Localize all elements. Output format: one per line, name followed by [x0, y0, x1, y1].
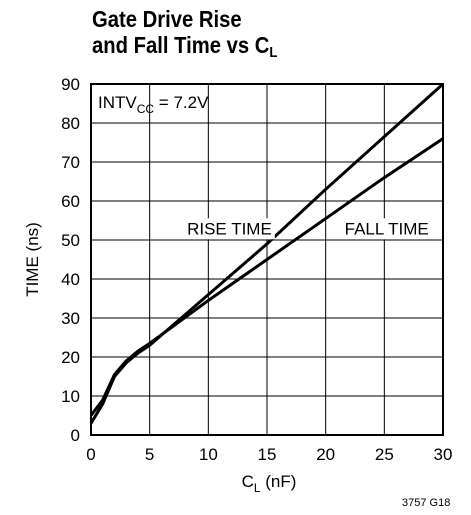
y-tick-label: 30: [61, 309, 80, 328]
x-tick-label: 20: [316, 445, 335, 464]
plot-frame: [90, 83, 444, 436]
y-tick-label: 60: [61, 192, 80, 211]
x-tick-label: 25: [375, 445, 394, 464]
y-tick-label: 50: [61, 231, 80, 250]
chart-title-line2: and Fall Time vs CL: [92, 32, 278, 61]
x-axis-label: CL (nF): [242, 472, 297, 495]
chart-title-line1: Gate Drive Rise: [92, 6, 242, 32]
tick-labels: 0 5 10 15 20 25 30 0 10 20 30 40 50 60 70 80 90: [61, 75, 452, 464]
x-tick-label: 5: [145, 445, 154, 464]
series-label-bg: [341, 218, 432, 240]
x-tick-label: 0: [86, 445, 95, 464]
condition-annotation: INTVCC = 7.2V: [98, 93, 209, 116]
y-tick-label: 70: [61, 153, 80, 172]
y-tick-label: 10: [61, 387, 80, 406]
x-tick-label: 15: [258, 445, 277, 464]
y-tick-label: 40: [61, 270, 80, 289]
axis-labels: CL (nF) TIME (ns): [23, 222, 296, 495]
figure-code: 3757 G18: [402, 497, 451, 509]
x-tick-label: 30: [434, 445, 453, 464]
y-tick-label: 0: [71, 426, 80, 445]
y-tick-label: 90: [61, 75, 80, 94]
series-label: RISE TIME: [187, 219, 272, 238]
annotations: INTVCC = 7.2V RISE TIME FALL TIME: [98, 93, 432, 240]
series-label: FALL TIME: [345, 219, 429, 238]
series-label-bg: [184, 218, 275, 240]
y-axis-label: TIME (ns): [23, 222, 42, 297]
chart-title: Gate Drive Rise and Fall Time vs CL: [92, 6, 277, 66]
series-line: [89, 137, 444, 417]
grid: [91, 84, 443, 435]
y-tick-label: 80: [61, 114, 80, 133]
x-tick-label: 10: [199, 445, 218, 464]
series-group: [89, 82, 445, 425]
y-tick-label: 20: [61, 348, 80, 367]
